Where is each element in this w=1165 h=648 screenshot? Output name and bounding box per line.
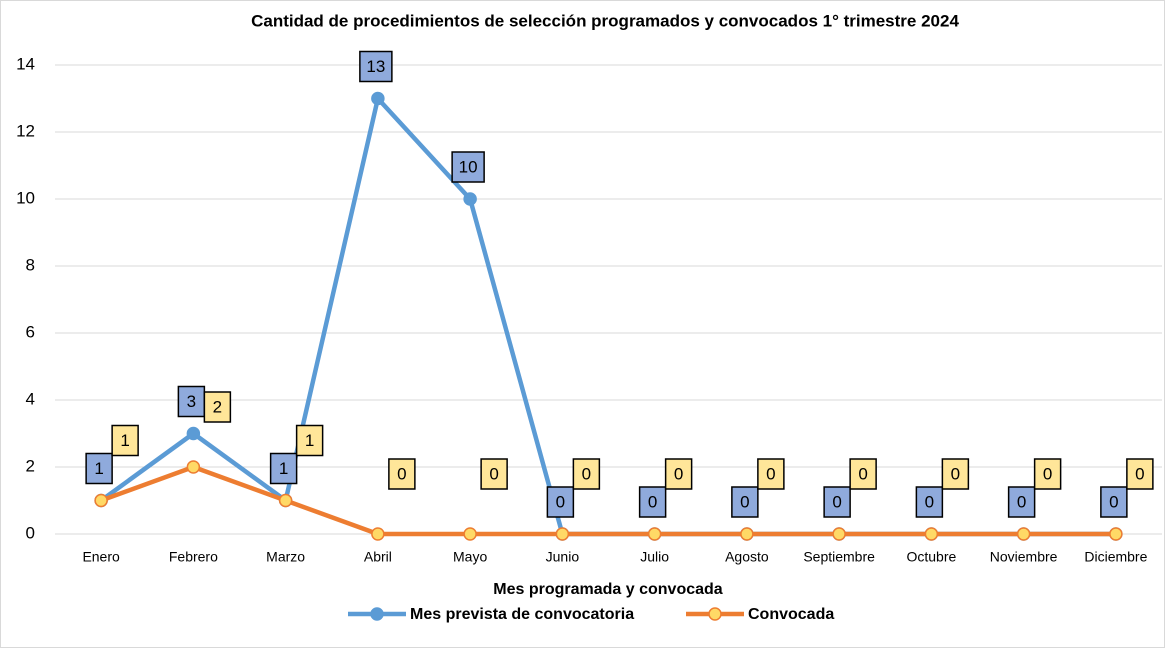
data-label-box [849, 458, 877, 490]
legend-marker [708, 607, 722, 621]
data-label: 0 [489, 464, 498, 483]
data-label-box [731, 486, 759, 518]
data-label-box [388, 458, 416, 490]
data-label-box [85, 452, 113, 485]
data-label-box [1126, 458, 1154, 490]
x-tick-label: Mayo [453, 549, 487, 565]
data-label: 3 [187, 392, 196, 411]
y-tick-label: 0 [26, 523, 35, 542]
data-label: 1 [279, 459, 288, 478]
data-label: 1 [305, 431, 314, 450]
data-label-box [823, 486, 851, 518]
point [740, 527, 754, 541]
data-label-box [359, 50, 393, 83]
data-label: 0 [648, 492, 657, 511]
point [1109, 527, 1123, 541]
data-label-box [480, 458, 508, 490]
data-label: 0 [925, 492, 934, 511]
legend-label: Mes prevista de convocatoria [410, 606, 634, 623]
point [647, 527, 662, 541]
x-tick-label: Julio [640, 549, 669, 565]
data-label: 0 [858, 464, 867, 483]
x-tick-label: Octubre [906, 549, 956, 565]
data-label: 0 [1043, 464, 1052, 483]
y-tick-label: 14 [16, 54, 35, 73]
data-label-box [295, 424, 324, 457]
y-tick-label: 6 [26, 322, 35, 341]
data-label: 0 [556, 492, 565, 511]
point [186, 460, 201, 474]
legend-label: Convocada [748, 606, 834, 623]
chart-title: Cantidad de procedimientos de selección … [251, 11, 959, 30]
y-tick-label: 10 [16, 188, 35, 207]
x-tick-label: Abril [364, 549, 392, 565]
legend-marker [370, 607, 384, 621]
data-label-box [177, 385, 206, 418]
data-label-box [1033, 458, 1062, 490]
x-tick-label: Febrero [169, 549, 218, 565]
data-label-box [111, 424, 139, 457]
data-label-box [269, 452, 298, 485]
data-label-box [915, 486, 944, 518]
data-label: 1 [120, 431, 129, 450]
point [186, 426, 201, 441]
data-label-box [638, 486, 667, 518]
data-label: 0 [582, 464, 591, 483]
point [832, 527, 846, 541]
point [463, 527, 477, 541]
data-label-box [1007, 486, 1036, 518]
data-label: 0 [1135, 464, 1144, 483]
series-line [100, 464, 1116, 537]
point [1016, 527, 1031, 541]
data-label-box [941, 458, 970, 490]
data-label: 1 [94, 459, 103, 478]
y-tick-label: 12 [16, 121, 35, 140]
data-label-box [664, 458, 693, 490]
data-label-box [451, 151, 485, 183]
data-label: 0 [1017, 492, 1026, 511]
data-label: 2 [213, 397, 222, 416]
data-label: 0 [766, 464, 775, 483]
x-tick-label: Enero [82, 549, 120, 565]
point [371, 91, 385, 106]
point [371, 527, 385, 541]
data-label-box [1100, 486, 1128, 518]
data-label-box [546, 486, 575, 518]
x-tick-label: Septiembre [803, 549, 875, 565]
point [278, 493, 293, 508]
data-label: 0 [397, 464, 406, 483]
data-label: 13 [366, 57, 385, 76]
x-tick-label: Noviembre [990, 549, 1058, 565]
point [94, 493, 108, 508]
data-label-box [757, 458, 785, 490]
data-label-box [572, 458, 601, 490]
point [463, 192, 477, 206]
y-tick-label: 2 [26, 456, 35, 475]
data-label: 10 [459, 157, 478, 176]
x-tick-label: Junio [546, 549, 580, 565]
data-label-box [203, 391, 232, 423]
data-label: 0 [951, 464, 960, 483]
x-tick-label: Diciembre [1084, 549, 1147, 565]
y-tick-label: 4 [26, 389, 35, 408]
y-tick-label: 8 [26, 255, 35, 274]
data-label: 0 [832, 492, 841, 511]
x-tick-label: Marzo [266, 549, 305, 565]
data-label: 0 [740, 492, 749, 511]
point [555, 527, 570, 541]
x-tick-label: Agosto [725, 549, 769, 565]
data-label: 0 [1109, 492, 1118, 511]
data-label: 0 [674, 464, 683, 483]
point [924, 527, 939, 541]
x-axis-title: Mes programada y convocada [493, 581, 723, 598]
